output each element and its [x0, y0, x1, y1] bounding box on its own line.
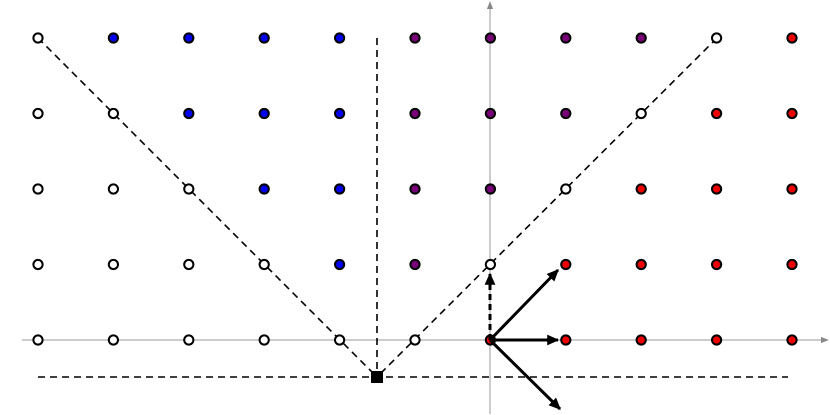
lattice-point [560, 183, 572, 195]
lattice-point [711, 32, 723, 44]
lattice-point [484, 107, 496, 120]
lattice-point [258, 32, 270, 44]
lattice-point [32, 334, 44, 346]
lattice-point [107, 107, 120, 120]
lattice-point [32, 32, 44, 44]
vectors [484, 268, 562, 411]
lattice-point [711, 258, 723, 271]
right-diagonal [376, 37, 718, 378]
lattice-point [32, 258, 44, 271]
lattice-point [786, 183, 798, 195]
lattice-point [560, 258, 572, 271]
lattice-point [409, 32, 421, 44]
lattice-point [258, 258, 270, 271]
lattice-point [107, 32, 120, 44]
lattice-point [334, 258, 346, 271]
lattice-point [32, 107, 44, 120]
lattice-point [786, 258, 798, 271]
lattice-point [183, 334, 195, 346]
lattice-point [32, 183, 44, 195]
left-diagonal [37, 37, 378, 378]
lattice-point [484, 32, 496, 44]
lattice-point [107, 258, 120, 271]
lattice-point [258, 334, 270, 346]
lattice-point [334, 334, 346, 346]
vector-diag-up [488, 268, 560, 342]
lattice-point [635, 258, 647, 271]
dashed-guides [37, 37, 788, 378]
lattice-point [711, 183, 723, 195]
lattice-point [334, 183, 346, 195]
lattice-point [409, 258, 421, 271]
lattice-point [560, 32, 572, 44]
lattice-point [183, 107, 195, 120]
lattice-point [711, 334, 723, 346]
lattice-point [786, 32, 798, 44]
lattice-point [560, 107, 572, 120]
lattice-point [409, 107, 421, 120]
lattice-point [334, 32, 346, 44]
lattice-point [334, 107, 346, 120]
lattice-point [258, 183, 270, 195]
apex-square [371, 371, 383, 383]
lattice-point [183, 32, 195, 44]
lattice-point [635, 107, 647, 120]
lattice-point [409, 334, 421, 346]
lattice-point [258, 107, 270, 120]
lattice-point [107, 183, 120, 195]
lattice-point [183, 258, 195, 271]
lattice-point [635, 32, 647, 44]
lattice-point [560, 334, 572, 346]
vector-diag-down [488, 338, 562, 411]
axes [22, 1, 829, 414]
lattice-point [635, 334, 647, 346]
lattice-point [107, 334, 120, 346]
lattice-point [484, 258, 496, 271]
lattice-points [32, 32, 798, 346]
lattice-point [635, 183, 647, 195]
lattice-point [786, 107, 798, 120]
lattice-point [183, 183, 195, 195]
lattice-point [786, 334, 798, 346]
lattice-point [711, 107, 723, 120]
lattice-point [484, 183, 496, 195]
lattice-point [409, 183, 421, 195]
